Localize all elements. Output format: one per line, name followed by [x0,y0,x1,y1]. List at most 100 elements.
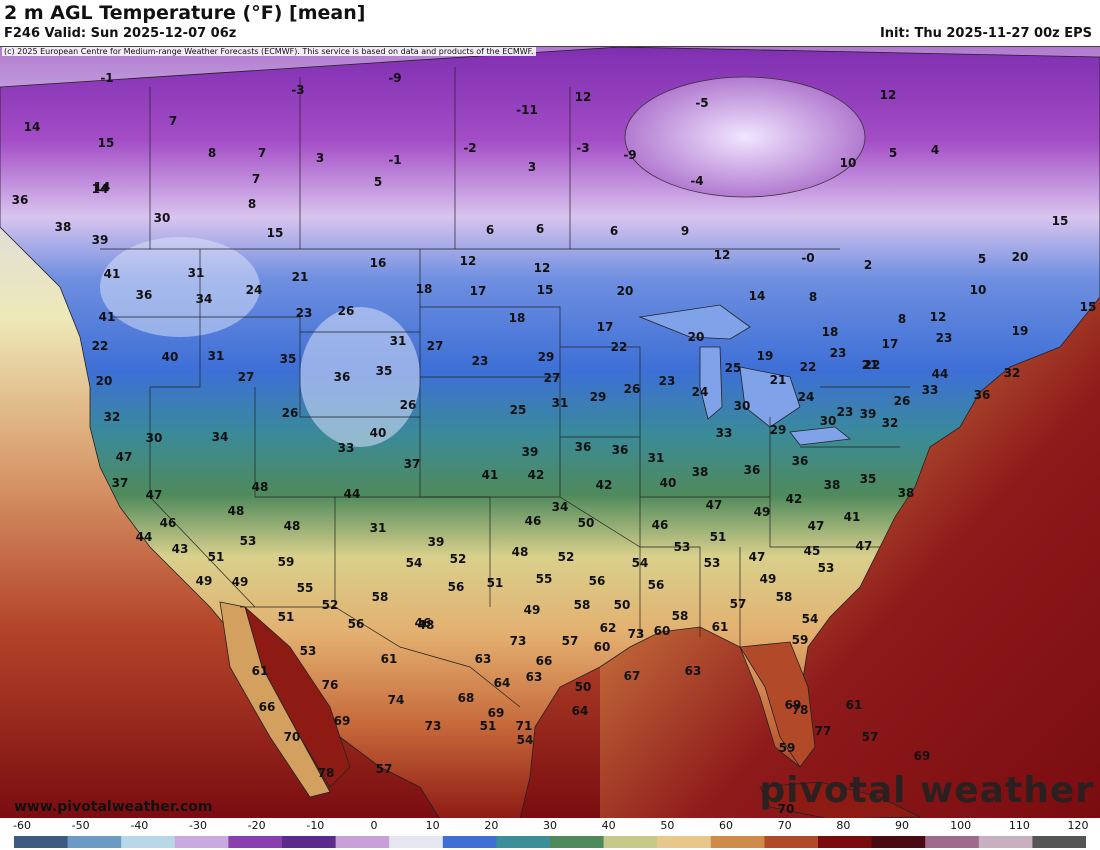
temperature-label: 39 [428,535,445,549]
temperature-label: 53 [674,540,691,554]
temperature-label: 53 [240,534,257,548]
temperature-label: 36 [12,193,29,207]
temperature-label: 57 [562,634,579,648]
legend-tick-label: -30 [189,819,207,832]
temperature-label: 27 [544,371,561,385]
temperature-label: 26 [624,382,641,396]
legend-color-segment [550,836,605,848]
temperature-label: -1 [100,71,113,85]
temperature-label: 54 [802,612,819,626]
temperature-label: 31 [370,521,387,535]
legend-color-segment [389,836,444,848]
temperature-label: 39 [522,445,539,459]
temperature-label: -1 [388,153,401,167]
legend-color-segment [496,836,551,848]
temperature-label: -9 [388,71,401,85]
temperature-label: 30 [154,211,171,225]
temperature-label: 16 [370,256,387,270]
temperature-label: 38 [824,478,841,492]
bc-interior [100,237,260,337]
temperature-label: 47 [146,488,163,502]
temperature-label: 12 [534,261,551,275]
temperature-label: 49 [232,575,249,589]
temperature-label: 61 [712,620,729,634]
temperature-label: 36 [612,443,629,457]
temperature-label: 42 [528,468,545,482]
legend-color-segment [442,836,497,848]
temperature-label: 22 [92,339,109,353]
legend-tick-label: 50 [660,819,675,832]
temperature-label: 48 [418,618,435,632]
temperature-label: 12 [930,310,947,324]
temperature-label: 74 [388,693,405,707]
temperature-label: 77 [815,724,832,738]
temperature-label: 40 [370,426,387,440]
temperature-label: -3 [576,141,589,155]
temperature-label: 18 [416,282,433,296]
temperature-label: 22 [800,360,817,374]
temperature-label: 8 [208,146,216,160]
legend-tick-label: 0 [370,819,378,832]
website-link[interactable]: www.pivotalweather.com [14,799,213,815]
legend-tick-label: 20 [484,819,499,832]
temperature-label: 23 [830,346,847,360]
temperature-label: 58 [372,590,389,604]
temperature-label: 56 [348,617,365,631]
temperature-label: 53 [300,644,317,658]
temperature-map[interactable]: -1 -3 -9 -11 12 -5 12 14 7 8 7 3 -1 -2 -3 -9 10 5 4 15 7 5 3 -4… [0,46,1100,819]
temperature-label: 22 [864,358,881,372]
legend-color-segment [978,836,1033,848]
init-time: Init: Thu 2025-11-27 00z EPS [879,26,1092,41]
temperature-label: 31 [208,349,225,363]
temperature-label: 57 [376,762,393,776]
temperature-label: 48 [228,504,245,518]
temperature-label: 31 [390,334,407,348]
temperature-label: 35 [860,472,877,486]
temperature-label: -5 [695,96,708,110]
temperature-label: 19 [757,349,774,363]
temperature-label: 66 [259,700,276,714]
temperature-label: -0 [801,251,814,265]
temperature-label: 55 [297,581,314,595]
temperature-label: 34 [212,430,229,444]
temperature-label: 50 [575,680,592,694]
temperature-label: 38 [692,465,709,479]
temperature-label: 26 [282,406,299,420]
temperature-label: 29 [590,390,607,404]
temperature-label: 35 [280,352,297,366]
temperature-label: 32 [1004,366,1021,380]
temperature-label: 59 [792,633,809,647]
temperature-label: 61 [252,664,269,678]
temperature-label: 53 [818,561,835,575]
temperature-label: 15 [537,283,554,297]
temperature-label: 48 [512,545,529,559]
temperature-label: 6 [610,224,618,238]
temperature-label: 73 [510,634,527,648]
legend-ticks: -60 -50 -40 -30 -20 -10 0 10 20 30 40 50 60 70 80 90 100… [0,819,1100,833]
temperature-label: 8 [809,290,817,304]
temperature-label: 63 [526,670,543,684]
temperature-label: 12 [460,254,477,268]
temperature-label: 6 [536,222,544,236]
north-america-land [0,47,1100,819]
legend-tick-label: 60 [719,819,733,832]
temperature-label: 25 [510,403,527,417]
legend-tick-label: -10 [306,819,325,832]
temperature-label: 63 [685,664,702,678]
temperature-label: 30 [146,431,163,445]
legend-color-segment [228,836,283,848]
legend-color-segment [871,836,926,848]
temperature-label: 49 [196,574,213,588]
temperature-label: 34 [196,292,213,306]
temperature-label: 63 [475,652,492,666]
temperature-label: 5 [978,252,986,266]
temperature-label: 24 [246,283,263,297]
temperature-label: 51 [487,576,504,590]
legend-bar [14,836,1086,848]
temperature-label: 18 [822,325,839,339]
temperature-label: 64 [572,704,589,718]
temperature-label: -3 [291,83,304,97]
temperature-label: 20 [688,330,705,344]
temperature-label: 56 [589,574,606,588]
